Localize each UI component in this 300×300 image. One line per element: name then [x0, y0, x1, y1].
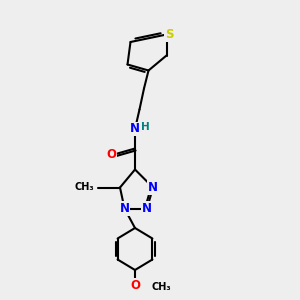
Text: O: O	[130, 279, 140, 292]
Text: N: N	[119, 202, 130, 215]
Text: CH₃: CH₃	[75, 182, 94, 193]
Text: N: N	[130, 122, 140, 136]
Text: H: H	[141, 122, 150, 133]
Text: S: S	[165, 28, 174, 41]
Text: CH₃: CH₃	[152, 282, 171, 292]
Text: N: N	[148, 181, 158, 194]
Text: N: N	[142, 202, 152, 215]
Text: O: O	[106, 148, 116, 161]
